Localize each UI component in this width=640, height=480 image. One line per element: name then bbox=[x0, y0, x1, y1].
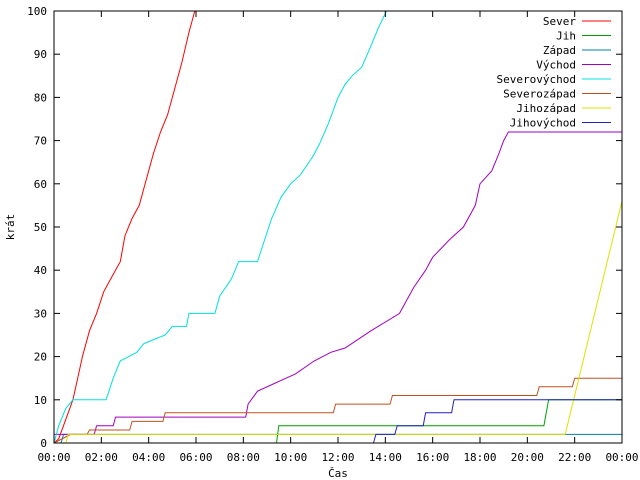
legend-label: Severovýchod bbox=[497, 73, 576, 86]
y-axis-title: krát bbox=[4, 214, 17, 241]
y-tick-label: 50 bbox=[34, 221, 47, 234]
y-tick-label: 40 bbox=[34, 264, 47, 277]
series-line-3 bbox=[54, 131, 622, 435]
x-tick-label: 14:00 bbox=[369, 451, 402, 464]
y-tick-label: 70 bbox=[34, 135, 47, 148]
legend-label: Západ bbox=[543, 44, 576, 57]
x-tick-label: 04:00 bbox=[132, 451, 165, 464]
y-tick-label: 80 bbox=[34, 91, 47, 104]
x-tick-label: 20:00 bbox=[511, 451, 544, 464]
legend-label: Východ bbox=[536, 59, 576, 72]
x-tick-label: 12:00 bbox=[321, 451, 354, 464]
y-tick-label: 60 bbox=[34, 178, 47, 191]
legend-label: Severozápad bbox=[503, 88, 576, 101]
series-line-4 bbox=[53, 10, 387, 444]
legend-label: Jihovýchod bbox=[510, 117, 576, 130]
x-tick-label: 08:00 bbox=[227, 451, 260, 464]
x-tick-label: 06:00 bbox=[179, 451, 212, 464]
x-tick-label: 00:00 bbox=[605, 451, 638, 464]
ticks-layer: 00:00 02:00 04:00 06:00 08:00 10:00 12:00 14:00… bbox=[27, 5, 638, 464]
x-tick-label: 02:00 bbox=[85, 451, 118, 464]
series-line-0 bbox=[53, 10, 196, 444]
legend-label: Jih bbox=[556, 30, 576, 43]
x-tick-label: 16:00 bbox=[416, 451, 449, 464]
y-tick-label: 0 bbox=[40, 437, 47, 450]
y-tick-label: 90 bbox=[34, 48, 47, 61]
y-tick-label: 30 bbox=[34, 307, 47, 320]
x-tick-label: 22:00 bbox=[558, 451, 591, 464]
legend-label: Sever bbox=[543, 15, 576, 28]
y-tick-label: 100 bbox=[27, 5, 47, 18]
x-axis-title: Čas bbox=[328, 467, 348, 480]
y-tick-label: 20 bbox=[34, 351, 47, 364]
y-tick-label: 10 bbox=[34, 394, 47, 407]
series-line-7 bbox=[54, 399, 622, 444]
x-tick-label: 00:00 bbox=[37, 451, 70, 464]
x-tick-label: 10:00 bbox=[274, 451, 307, 464]
series-line-5 bbox=[53, 377, 622, 444]
legend-label: Jihozápad bbox=[516, 102, 576, 115]
x-tick-label: 18:00 bbox=[463, 451, 496, 464]
